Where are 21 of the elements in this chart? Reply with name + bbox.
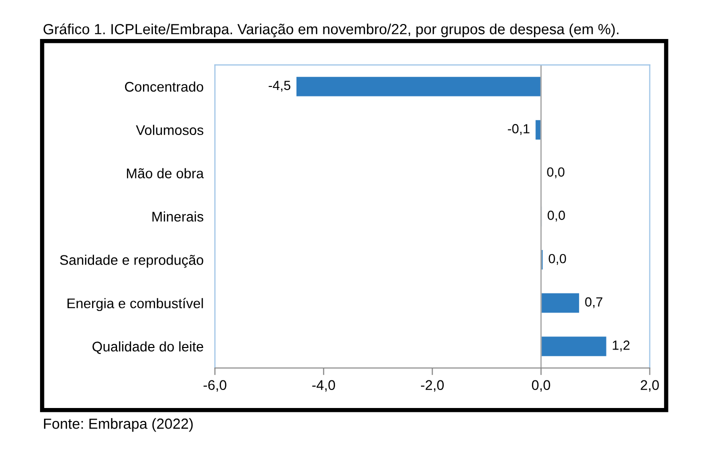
- y-tick-label: Concentrado: [124, 82, 204, 92]
- x-tick-label: -4,0: [312, 380, 336, 392]
- y-tick-label: Sanidade e reprodução: [60, 254, 204, 268]
- data-label: 0,0: [548, 254, 566, 265]
- chart-title: Gráfico 1. ICPLeite/Embrapa. Variação em novembro/22, por grupos de despesa (em %).: [44, 23, 618, 38]
- y-tick-label: Qualidade do leite: [92, 341, 204, 354]
- x-tick-label: 0,0: [532, 380, 550, 392]
- y-tick-label: Mão de obra: [126, 168, 204, 178]
- data-label: -4,5: [268, 80, 290, 92]
- x-tick-label: 2,0: [640, 380, 659, 392]
- y-tick-label: Volumosos: [136, 124, 204, 136]
- data-label: 0,0: [548, 210, 565, 222]
- y-tick-label: Minerais: [152, 211, 204, 222]
- data-label: 0,0: [547, 167, 564, 178]
- data-label: 1,2: [612, 340, 630, 352]
- x-tick-label: -6,0: [204, 380, 226, 392]
- source-note: Fonte: Embrapa (2022): [44, 418, 193, 432]
- y-tick-label: Energia e combustível: [68, 298, 203, 312]
- data-label: 0,7: [585, 297, 602, 308]
- x-tick-label: -2,0: [420, 380, 444, 392]
- data-label: -0,1: [508, 124, 530, 135]
